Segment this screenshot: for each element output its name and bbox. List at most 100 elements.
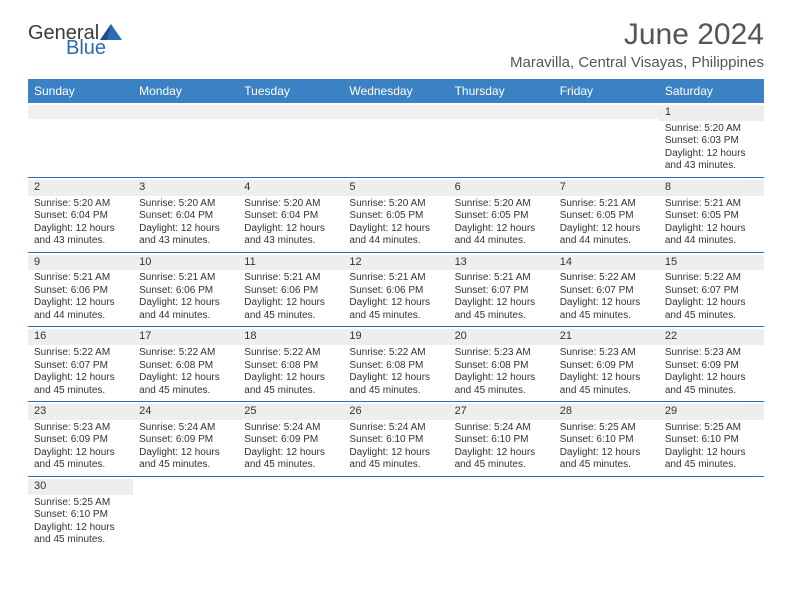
daylight-text-1: Daylight: 12 hours	[560, 223, 653, 236]
sunset-text: Sunset: 6:06 PM	[244, 285, 337, 298]
empty-cell	[343, 103, 448, 177]
daylight-text-2: and 45 minutes.	[349, 385, 442, 398]
day-number: 22	[659, 329, 764, 345]
sunrise-text: Sunrise: 5:22 AM	[244, 347, 337, 360]
day-number: 11	[238, 255, 343, 271]
daylight-text-1: Daylight: 12 hours	[349, 372, 442, 385]
sunrise-text: Sunrise: 5:21 AM	[349, 272, 442, 285]
empty-cell	[343, 477, 448, 551]
empty-cell	[554, 477, 659, 551]
day-cell-5: 5Sunrise: 5:20 AMSunset: 6:05 PMDaylight…	[343, 178, 448, 252]
daylight-text-2: and 45 minutes.	[349, 310, 442, 323]
day-cell-6: 6Sunrise: 5:20 AMSunset: 6:05 PMDaylight…	[449, 178, 554, 252]
empty-cell	[449, 103, 554, 177]
sunset-text: Sunset: 6:10 PM	[455, 434, 548, 447]
sunrise-text: Sunrise: 5:21 AM	[139, 272, 232, 285]
daylight-text-1: Daylight: 12 hours	[244, 223, 337, 236]
sunset-text: Sunset: 6:08 PM	[139, 360, 232, 373]
sunrise-text: Sunrise: 5:21 AM	[560, 198, 653, 211]
day-cell-17: 17Sunrise: 5:22 AMSunset: 6:08 PMDayligh…	[133, 327, 238, 401]
sunset-text: Sunset: 6:07 PM	[455, 285, 548, 298]
weekday-saturday: Saturday	[659, 79, 764, 103]
sunrise-text: Sunrise: 5:23 AM	[560, 347, 653, 360]
day-cell-13: 13Sunrise: 5:21 AMSunset: 6:07 PMDayligh…	[449, 253, 554, 327]
month-title: June 2024	[510, 18, 764, 52]
day-cell-3: 3Sunrise: 5:20 AMSunset: 6:04 PMDaylight…	[133, 178, 238, 252]
day-number: 14	[554, 255, 659, 271]
daylight-text-1: Daylight: 12 hours	[34, 447, 127, 460]
daylight-text-1: Daylight: 12 hours	[349, 223, 442, 236]
week-row: 9Sunrise: 5:21 AMSunset: 6:06 PMDaylight…	[28, 253, 764, 328]
week-row: 1Sunrise: 5:20 AMSunset: 6:03 PMDaylight…	[28, 103, 764, 178]
day-number: 30	[28, 479, 133, 495]
empty-cell	[28, 103, 133, 177]
daylight-text-1: Daylight: 12 hours	[455, 447, 548, 460]
daylight-text-1: Daylight: 12 hours	[349, 297, 442, 310]
sunset-text: Sunset: 6:10 PM	[34, 509, 127, 522]
daylight-text-2: and 45 minutes.	[349, 459, 442, 472]
day-number: 5	[343, 180, 448, 196]
brand-blue: Blue	[66, 39, 122, 58]
day-number: 8	[659, 180, 764, 196]
daylight-text-2: and 45 minutes.	[455, 385, 548, 398]
day-number: 13	[449, 255, 554, 271]
empty-cell	[659, 477, 764, 551]
day-number: 2	[28, 180, 133, 196]
sunrise-text: Sunrise: 5:24 AM	[349, 422, 442, 435]
day-cell-11: 11Sunrise: 5:21 AMSunset: 6:06 PMDayligh…	[238, 253, 343, 327]
sunrise-text: Sunrise: 5:23 AM	[34, 422, 127, 435]
weekday-friday: Friday	[554, 79, 659, 103]
day-cell-18: 18Sunrise: 5:22 AMSunset: 6:08 PMDayligh…	[238, 327, 343, 401]
day-cell-24: 24Sunrise: 5:24 AMSunset: 6:09 PMDayligh…	[133, 402, 238, 476]
daylight-text-1: Daylight: 12 hours	[560, 297, 653, 310]
daylight-text-1: Daylight: 12 hours	[139, 372, 232, 385]
empty-daynum	[28, 105, 133, 119]
daylight-text-1: Daylight: 12 hours	[139, 223, 232, 236]
daylight-text-1: Daylight: 12 hours	[34, 223, 127, 236]
day-number: 18	[238, 329, 343, 345]
day-number: 17	[133, 329, 238, 345]
sunset-text: Sunset: 6:09 PM	[244, 434, 337, 447]
daylight-text-2: and 45 minutes.	[244, 310, 337, 323]
title-block: June 2024 Maravilla, Central Visayas, Ph…	[510, 18, 764, 71]
sunrise-text: Sunrise: 5:20 AM	[34, 198, 127, 211]
daylight-text-1: Daylight: 12 hours	[560, 372, 653, 385]
weekday-sunday: Sunday	[28, 79, 133, 103]
sunrise-text: Sunrise: 5:23 AM	[455, 347, 548, 360]
sunrise-text: Sunrise: 5:20 AM	[349, 198, 442, 211]
daylight-text-2: and 45 minutes.	[560, 385, 653, 398]
daylight-text-2: and 45 minutes.	[560, 459, 653, 472]
day-number: 23	[28, 404, 133, 420]
sunset-text: Sunset: 6:06 PM	[139, 285, 232, 298]
weekday-header: SundayMondayTuesdayWednesdayThursdayFrid…	[28, 79, 764, 103]
daylight-text-1: Daylight: 12 hours	[244, 372, 337, 385]
sunset-text: Sunset: 6:09 PM	[34, 434, 127, 447]
daylight-text-2: and 44 minutes.	[665, 235, 758, 248]
day-cell-20: 20Sunrise: 5:23 AMSunset: 6:08 PMDayligh…	[449, 327, 554, 401]
day-number: 6	[449, 180, 554, 196]
day-cell-25: 25Sunrise: 5:24 AMSunset: 6:09 PMDayligh…	[238, 402, 343, 476]
daylight-text-2: and 44 minutes.	[349, 235, 442, 248]
day-cell-21: 21Sunrise: 5:23 AMSunset: 6:09 PMDayligh…	[554, 327, 659, 401]
sunrise-text: Sunrise: 5:21 AM	[455, 272, 548, 285]
daylight-text-2: and 45 minutes.	[455, 459, 548, 472]
daylight-text-1: Daylight: 12 hours	[349, 447, 442, 460]
daylight-text-2: and 44 minutes.	[139, 310, 232, 323]
sunrise-text: Sunrise: 5:23 AM	[665, 347, 758, 360]
day-number: 4	[238, 180, 343, 196]
daylight-text-1: Daylight: 12 hours	[665, 297, 758, 310]
day-cell-22: 22Sunrise: 5:23 AMSunset: 6:09 PMDayligh…	[659, 327, 764, 401]
sunrise-text: Sunrise: 5:21 AM	[34, 272, 127, 285]
daylight-text-1: Daylight: 12 hours	[455, 372, 548, 385]
empty-cell	[238, 103, 343, 177]
daylight-text-2: and 43 minutes.	[244, 235, 337, 248]
day-number: 21	[554, 329, 659, 345]
sunrise-text: Sunrise: 5:25 AM	[665, 422, 758, 435]
sunset-text: Sunset: 6:06 PM	[34, 285, 127, 298]
sunset-text: Sunset: 6:03 PM	[665, 135, 758, 148]
sunset-text: Sunset: 6:07 PM	[34, 360, 127, 373]
sunrise-text: Sunrise: 5:22 AM	[665, 272, 758, 285]
sunrise-text: Sunrise: 5:20 AM	[244, 198, 337, 211]
day-cell-16: 16Sunrise: 5:22 AMSunset: 6:07 PMDayligh…	[28, 327, 133, 401]
day-number: 3	[133, 180, 238, 196]
